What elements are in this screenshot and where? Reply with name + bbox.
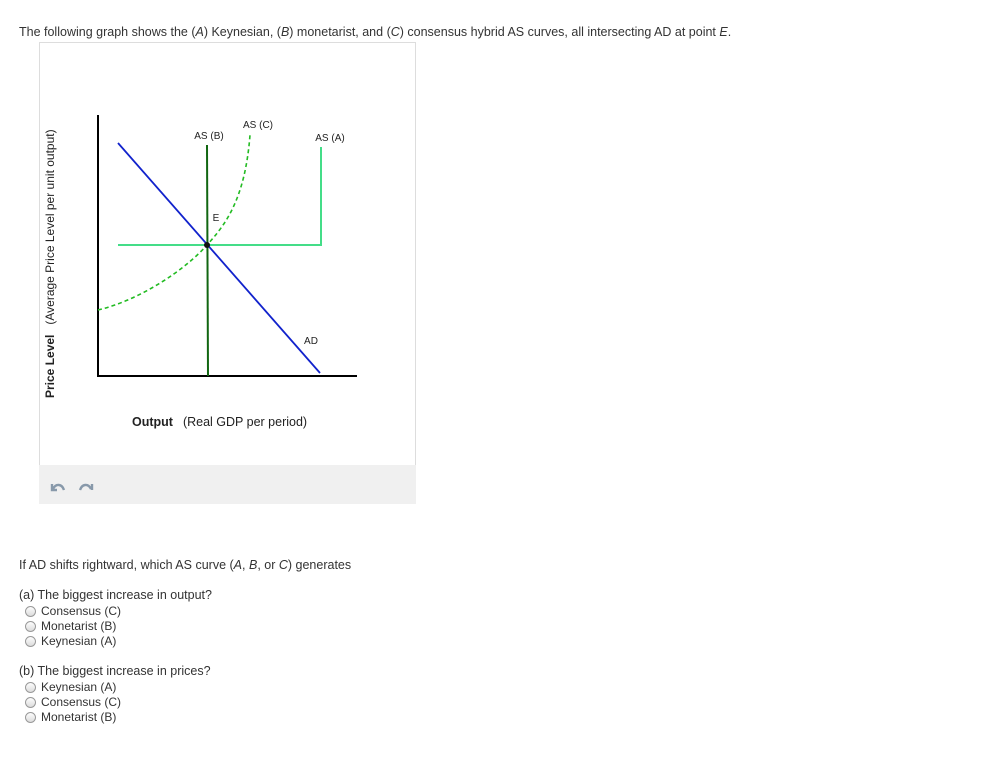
as-a-curve: [118, 147, 322, 246]
text: C: [278, 558, 288, 572]
point-label: E: [213, 213, 220, 224]
as-b-label: AS (B): [194, 131, 223, 142]
text: , or: [257, 558, 279, 572]
y-axis-label-bold: Price Level: [43, 335, 57, 398]
redo-button[interactable]: [78, 483, 94, 491]
text: The following graph shows the (: [19, 25, 196, 39]
as-c-label: AS (C): [243, 120, 273, 131]
text: ) monetarist, and (: [289, 25, 391, 39]
text: .: [727, 25, 732, 39]
text: B: [280, 25, 290, 39]
as-c-curve: [97, 134, 251, 311]
option-label: Consensus (C): [41, 695, 122, 709]
radio-option[interactable]: Consensus (C): [25, 604, 121, 618]
ad-curve: [117, 142, 321, 374]
radio-option[interactable]: Keynesian (A): [25, 634, 116, 648]
text: If AD shifts rightward, which AS curve (: [19, 558, 234, 572]
radio-button[interactable]: [25, 681, 36, 693]
radio-option[interactable]: Keynesian (A): [25, 680, 116, 694]
radio-button[interactable]: [25, 635, 36, 647]
ad-label: AD: [304, 336, 318, 347]
y-axis-label-rest: (Average Price Level per unit output): [43, 129, 57, 324]
radio-option[interactable]: Monetarist (B): [25, 710, 116, 724]
x-axis-label-bold: Output: [132, 415, 174, 429]
question-prompt: If AD shifts rightward, which AS curve (…: [19, 558, 351, 572]
text: A: [195, 25, 204, 39]
text: A: [233, 558, 243, 572]
radio-option[interactable]: Monetarist (B): [25, 619, 116, 633]
undo-button[interactable]: [50, 483, 66, 492]
option-label: Keynesian (A): [41, 634, 117, 648]
radio-button[interactable]: [25, 696, 36, 708]
radio-button[interactable]: [25, 620, 36, 632]
radio-option[interactable]: Consensus (C): [25, 695, 121, 709]
text: ) generates: [287, 558, 352, 572]
intro-text: The following graph shows the (A) Keynes…: [19, 25, 731, 39]
point-e: [204, 242, 210, 248]
option-label: Keynesian (A): [41, 680, 117, 694]
option-label: Monetarist (B): [41, 619, 117, 633]
text: ,: [242, 558, 249, 572]
toolbar: [39, 465, 416, 504]
x-axis-label-rest: (Real GDP per period): [183, 415, 307, 429]
graph-panel: [39, 42, 416, 466]
part-label: (b) The biggest increase in prices?: [19, 664, 211, 678]
y-axis-label: Price Level (Average Price Level per unit…: [43, 129, 57, 398]
option-label: Consensus (C): [41, 604, 122, 618]
text: E: [719, 25, 728, 39]
x-axis-label: Output (Real GDP per period): [132, 415, 307, 429]
radio-button[interactable]: [25, 711, 36, 723]
radio-button[interactable]: [25, 605, 36, 617]
as-b-curve: [206, 144, 209, 377]
text: B: [248, 558, 258, 572]
text: ) consensus hybrid AS curves, all inters…: [399, 25, 720, 39]
as-a-label: AS (A): [315, 133, 344, 144]
text: ) Keynesian, (: [203, 25, 281, 39]
graph: Price Level (Average Price Level per unit…: [43, 115, 357, 492]
option-label: Monetarist (B): [41, 710, 117, 724]
part-label: (a) The biggest increase in output?: [19, 588, 212, 602]
text: C: [390, 25, 400, 39]
